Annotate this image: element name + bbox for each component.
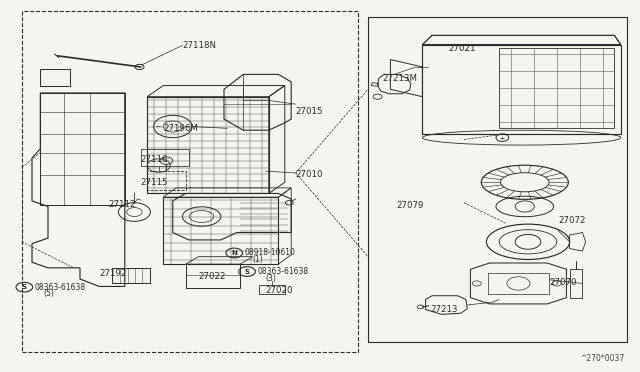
Bar [368, 17, 627, 342]
Text: (1): (1) [253, 255, 264, 264]
Text: 27196M: 27196M [163, 124, 198, 133]
Bar [22, 11, 358, 352]
Text: 27022: 27022 [198, 272, 226, 280]
Text: 27213M: 27213M [383, 74, 418, 83]
Text: 08918-10610: 08918-10610 [244, 248, 295, 257]
Text: S: S [22, 284, 27, 290]
Text: ^270*0037: ^270*0037 [580, 354, 624, 363]
Text: 27112: 27112 [109, 200, 136, 209]
Text: 27020: 27020 [266, 286, 293, 295]
Text: 27079: 27079 [397, 201, 424, 210]
Text: 27021: 27021 [448, 44, 476, 53]
Text: 27213: 27213 [430, 305, 458, 314]
Text: 08363-61638: 08363-61638 [35, 283, 86, 292]
Text: N: N [231, 250, 237, 256]
Text: (3): (3) [266, 274, 276, 283]
Text: 08363-61638: 08363-61638 [257, 267, 308, 276]
Text: 27115: 27115 [141, 178, 168, 187]
Text: 27015: 27015 [296, 107, 323, 116]
Text: (5): (5) [44, 289, 54, 298]
Text: 27118N: 27118N [182, 41, 216, 50]
Text: S: S [244, 269, 250, 275]
Text: 27192: 27192 [99, 269, 127, 278]
Text: 27010: 27010 [296, 170, 323, 179]
Text: 27070: 27070 [549, 278, 577, 287]
Text: 27072: 27072 [558, 216, 586, 225]
Text: 27116: 27116 [141, 155, 168, 164]
